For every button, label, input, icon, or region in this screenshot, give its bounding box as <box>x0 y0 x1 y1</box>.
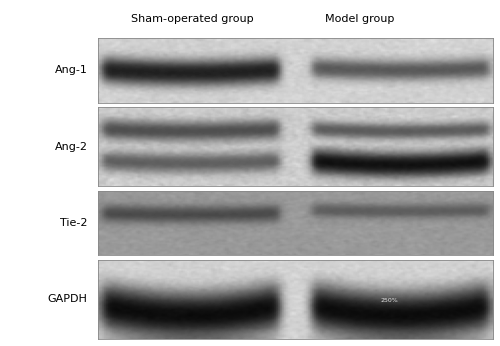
Text: GAPDH: GAPDH <box>48 294 88 304</box>
Text: Ang-2: Ang-2 <box>54 142 88 152</box>
Text: Model group: Model group <box>326 14 394 24</box>
Text: Sham-operated group: Sham-operated group <box>131 14 254 24</box>
Text: 250%: 250% <box>381 298 398 303</box>
Text: Tie-2: Tie-2 <box>60 218 88 228</box>
Text: Ang-1: Ang-1 <box>54 65 88 75</box>
